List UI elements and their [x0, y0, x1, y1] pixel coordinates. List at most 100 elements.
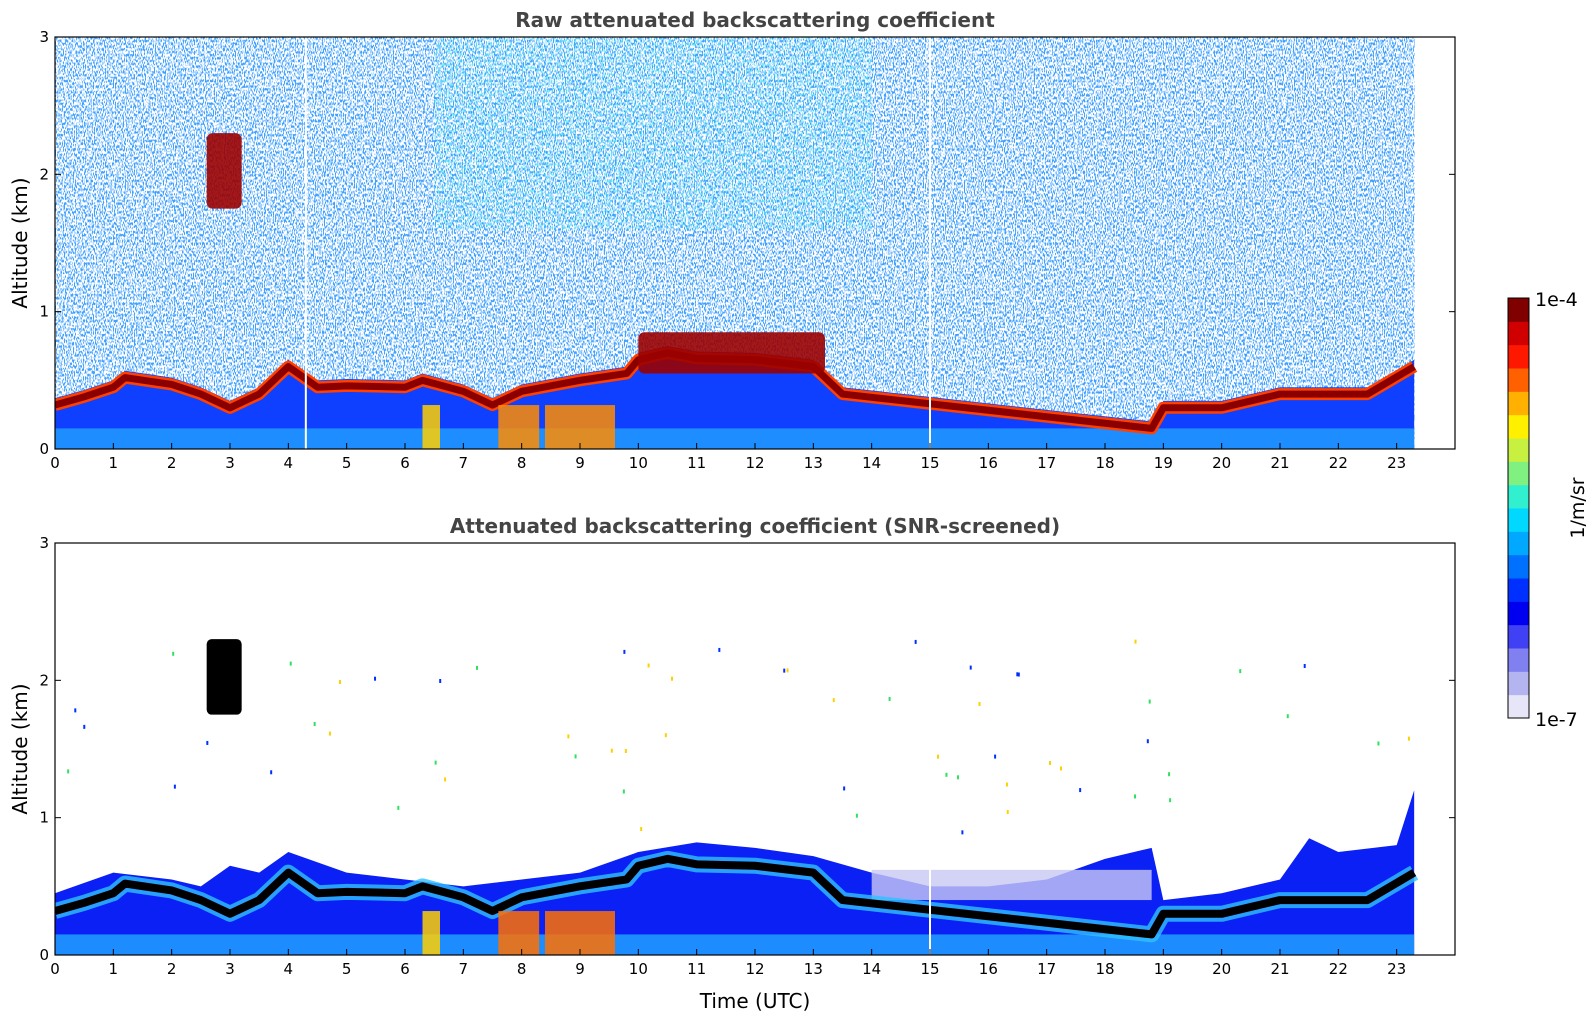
colorbar-band	[1508, 298, 1529, 322]
panel2-ylabel: Altitude (km)	[8, 683, 32, 814]
x-tick-label: 10	[629, 960, 648, 978]
colorbar: 1e-4 1e-7 1/m/sr	[1507, 289, 1589, 731]
x-tick-label: 23	[1387, 960, 1406, 978]
screened-speck	[843, 786, 846, 791]
screened-speck	[439, 678, 442, 683]
screened-speck	[1146, 739, 1149, 744]
colorbar-band	[1508, 671, 1529, 696]
screened-speck	[173, 784, 176, 789]
screened-speck	[313, 722, 316, 727]
screened-speck	[1377, 741, 1380, 746]
screened-speck	[289, 661, 292, 666]
y-tick-label: 0	[39, 440, 49, 458]
x-tick-label: 6	[400, 960, 410, 978]
screened-speck	[1134, 794, 1137, 799]
y-tick-label: 2	[39, 165, 49, 183]
x-tick-label: 22	[1329, 960, 1348, 978]
x-tick-label: 12	[745, 960, 764, 978]
colorbar-band	[1508, 438, 1529, 462]
colorbar-band	[1508, 391, 1529, 416]
x-tick-label: 13	[804, 960, 823, 978]
data-gap	[929, 37, 931, 449]
screened-speck	[647, 663, 650, 668]
x-tick-label: 7	[459, 960, 469, 978]
colorbar-band	[1508, 344, 1529, 369]
screened-speck	[1286, 714, 1289, 719]
colorbar-band	[1508, 694, 1529, 719]
colorbar-band	[1508, 508, 1529, 532]
x-tick-label: 21	[1270, 960, 1289, 978]
y-tick-label: 2	[39, 671, 49, 689]
aerosol-plume	[498, 405, 540, 449]
screened-speck	[671, 676, 674, 681]
screened-speck	[74, 708, 77, 713]
colorbar-frame	[1507, 297, 1530, 719]
raw-noise-upper	[434, 37, 872, 230]
x-tick-label: 10	[629, 454, 648, 472]
x-tick-label: 2	[167, 960, 177, 978]
x-tick-label: 14	[862, 454, 881, 472]
screened-speck	[1017, 672, 1020, 677]
x-tick-label: 13	[804, 454, 823, 472]
screened-speck	[1079, 788, 1082, 793]
y-tick-label: 0	[39, 946, 49, 964]
x-tick-label: 11	[687, 960, 706, 978]
x-tick-label: 9	[575, 454, 585, 472]
x-tick-label: 18	[1095, 960, 1114, 978]
screened-cloud	[206, 639, 242, 715]
elevated-cloud	[638, 332, 825, 374]
x-tick-label: 4	[284, 454, 294, 472]
x-tick-label: 15	[920, 454, 939, 472]
screened-speck	[476, 665, 479, 670]
screened-speck	[1148, 699, 1151, 704]
screened-speck	[338, 679, 341, 684]
screened-speck	[957, 775, 960, 780]
x-tick-label: 3	[225, 454, 235, 472]
screened-speck	[961, 830, 964, 835]
screened-speck	[206, 740, 209, 745]
colorbar-min-label: 1e-7	[1535, 709, 1578, 731]
colorbar-band	[1508, 414, 1529, 439]
screened-speck	[328, 731, 331, 736]
screened-surface	[55, 934, 1415, 955]
x-tick-label: 22	[1329, 454, 1348, 472]
x-tick-label: 8	[517, 960, 527, 978]
colorbar-band	[1508, 461, 1529, 486]
panel2-title: Attenuated backscattering coefficient (S…	[450, 514, 1060, 538]
screened-speck	[994, 754, 997, 759]
panel2-xlabel: Time (UTC)	[699, 989, 811, 1013]
layer-top-line	[55, 349, 1416, 432]
panel1-ylabel: Altitude (km)	[8, 177, 32, 308]
colorbar-band	[1508, 624, 1529, 649]
x-tick-label: 9	[575, 960, 585, 978]
y-tick-label: 3	[39, 28, 49, 46]
screened-speck	[1168, 772, 1171, 777]
screened-speck	[622, 789, 625, 794]
colorbar-band	[1508, 368, 1529, 392]
screened-speck	[567, 734, 570, 739]
x-tick-label: 0	[50, 960, 60, 978]
screened-plume	[422, 911, 440, 955]
x-tick-label: 18	[1095, 454, 1114, 472]
screened-speck	[969, 665, 972, 670]
colorbar-band	[1508, 578, 1529, 602]
screened-speck	[1006, 810, 1009, 815]
x-tick-label: 12	[745, 454, 764, 472]
screened-plume	[545, 911, 615, 955]
panel1-heatmap	[55, 37, 1418, 449]
screened-speck	[610, 748, 613, 753]
x-tick-label: 5	[342, 960, 352, 978]
x-tick-label: 1	[109, 960, 119, 978]
screened-speck	[786, 668, 789, 673]
screened-speck	[1049, 761, 1052, 766]
x-tick-label: 1	[109, 454, 119, 472]
x-tick-label: 11	[687, 454, 706, 472]
screened-speck	[1169, 798, 1172, 803]
screened-speck	[83, 724, 86, 729]
screened-speck	[664, 733, 667, 738]
x-tick-label: 23	[1387, 454, 1406, 472]
data-gap	[929, 543, 931, 955]
colorbar-band	[1508, 554, 1529, 579]
screened-speck	[978, 701, 981, 706]
screened-plume	[498, 911, 540, 955]
